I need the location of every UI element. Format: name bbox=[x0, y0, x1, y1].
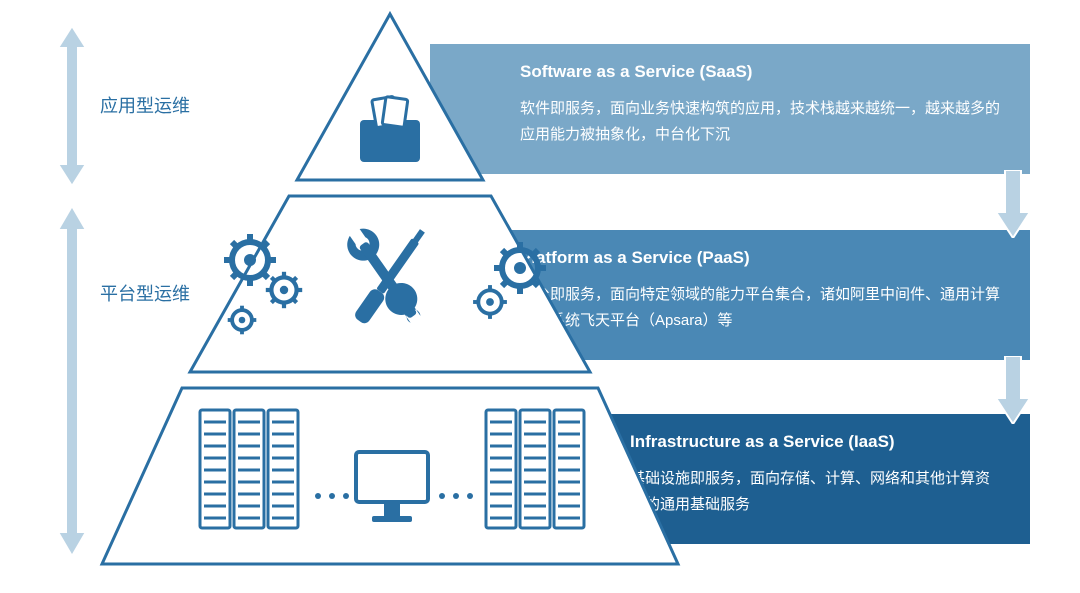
diagram-canvas: 应用型运维 平台型运维 Software as a Service (SaaS)… bbox=[0, 0, 1080, 593]
tier-title: Infrastructure as a Service (IaaS) bbox=[630, 432, 1004, 452]
pyramid-tier-3 bbox=[102, 388, 678, 564]
vertical-arrow-bottom bbox=[52, 206, 92, 556]
connection-dots bbox=[315, 493, 349, 499]
connection-dots bbox=[439, 493, 473, 499]
down-arrow-1 bbox=[996, 170, 1030, 238]
vertical-arrow-top bbox=[52, 26, 92, 186]
pyramid bbox=[100, 10, 680, 580]
tier-desc: 基础设施即服务，面向存储、计算、网络和其他计算资源的通用基础服务 bbox=[630, 466, 1004, 517]
down-arrow-2 bbox=[996, 356, 1030, 424]
